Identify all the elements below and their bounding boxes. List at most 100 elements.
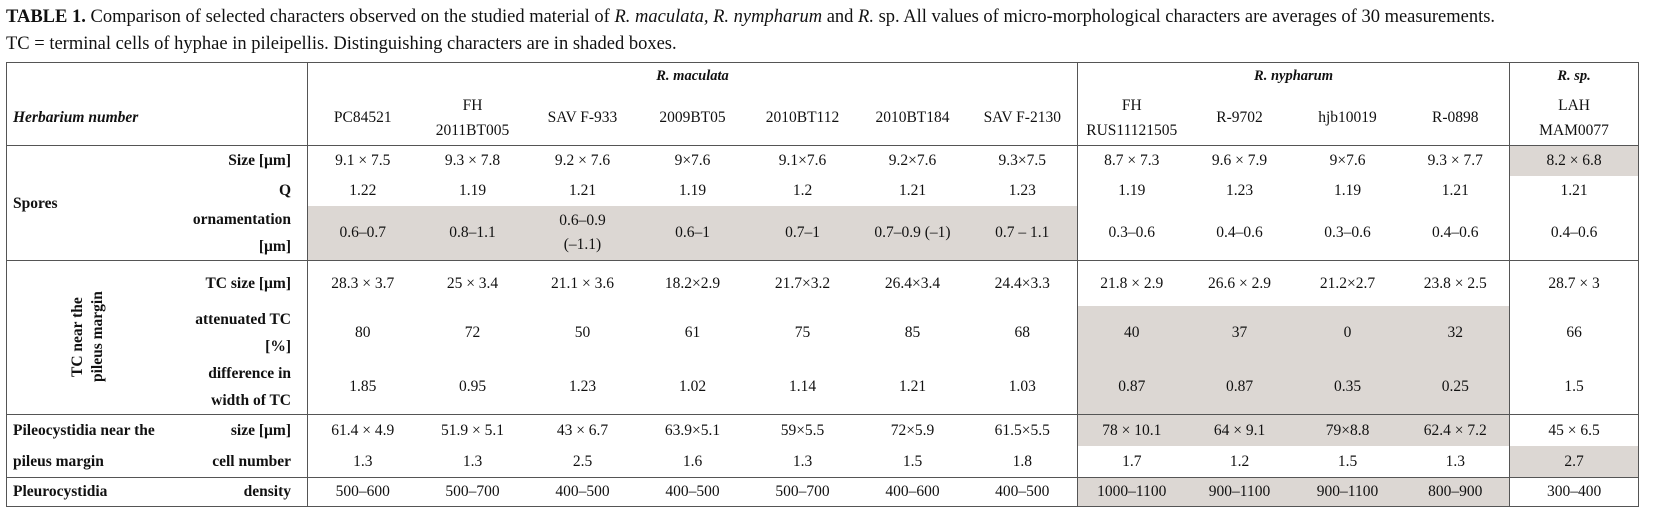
- cell-value: 78 × 10.1: [1077, 413, 1186, 446]
- cell-value: 0.4–0.6: [1216, 224, 1263, 242]
- cell-value: 1.14: [788, 378, 817, 395]
- cell-value: 9.2 × 7.6: [527, 145, 638, 176]
- section-label: Spores: [6, 145, 167, 261]
- herbarium-number: R-0898: [1402, 91, 1510, 146]
- cell-value: 0.6–1: [637, 205, 748, 261]
- herbarium-number: hjb10019: [1294, 91, 1402, 146]
- table-row: attenuated TC [%] 80 72 50 61 75 85 68 40 37 0 32 66: [7, 305, 1639, 360]
- cell-value: 23.8 × 2.5: [1401, 260, 1510, 306]
- cell-value: 1.5: [902, 452, 923, 470]
- cell-value: 0.8–1.1: [417, 205, 528, 261]
- cell-line: FH: [462, 96, 483, 114]
- cell-value: 9.6 × 7.9: [1185, 145, 1294, 176]
- cell-value: 900–1100: [1293, 476, 1402, 506]
- vertical-wrap: TC near the pileus margin: [13, 282, 167, 392]
- cell-value: 800–900: [1401, 476, 1510, 506]
- cell-line: 0.6–0.9: [559, 211, 606, 229]
- herbarium-number: SAV F-933: [528, 91, 638, 146]
- data-table: R. maculata R. nypharum R. sp. Herbarium…: [6, 62, 1640, 507]
- table-body: R. maculata R. nypharum R. sp. Herbarium…: [6, 62, 1639, 506]
- cell-value: 63.9×5.1: [637, 413, 748, 446]
- cell-value: 0.4–0.6: [1509, 205, 1639, 261]
- cell-value: 66: [1509, 305, 1639, 360]
- cell-line: R-9702: [1216, 109, 1263, 127]
- caption-label: TABLE 1.: [6, 7, 86, 27]
- cell-value: 1.23: [1008, 182, 1036, 199]
- section-label: Pleurocystidia: [6, 476, 167, 506]
- group-header-row: R. maculata R. nypharum R. sp.: [7, 62, 1639, 91]
- cell-value: 1.6: [682, 452, 703, 470]
- cell-value: 8.7 × 7.3: [1077, 145, 1186, 176]
- herbarium-number: FH RUS11121505: [1077, 90, 1186, 146]
- section-label-text: TC near the pileus margin: [68, 291, 106, 383]
- cell-value: 9×7.6: [637, 145, 748, 176]
- table-row: difference in width of TC 1.85 0.95 1.23 1.0…: [7, 359, 1639, 414]
- cell-value: 1.19: [678, 182, 707, 199]
- cell-value: 1.7: [1077, 446, 1186, 477]
- cell-value: 43 × 6.7: [527, 413, 638, 446]
- cell-value: 85: [904, 324, 921, 341]
- cell-value: 21.2×2.7: [1293, 260, 1402, 306]
- cell-value: 300–400: [1509, 476, 1639, 506]
- herbarium-number: PC84521: [307, 90, 418, 146]
- caption-text: TC = terminal cells of hyphae in pileipe…: [6, 34, 677, 54]
- herbarium-number: 2009BT05: [638, 91, 748, 146]
- section-label: pileus margin: [13, 452, 104, 470]
- cell-value: 2.5: [572, 452, 593, 470]
- cell-value: 0.87: [1077, 359, 1186, 414]
- table-row: Spores Size [µm] 9.1 × 7.5 9.3 × 7.8 9.2 × 7…: [6, 145, 1639, 261]
- cell-value: 21.1 × 3.6: [527, 260, 638, 306]
- cell-value: 1.19: [458, 182, 487, 199]
- empty-cell: [7, 63, 308, 91]
- cell-value: 1.2: [792, 182, 813, 199]
- cell-value: 400–500: [637, 476, 748, 506]
- cell-value: 500–700: [747, 476, 858, 506]
- cell-line: 2009BT05: [659, 109, 726, 127]
- caption-text: R.: [858, 7, 874, 27]
- cell-value: 1.02: [678, 378, 707, 395]
- cell-value: 32: [1401, 305, 1510, 360]
- group-name: R. nypharum: [1077, 62, 1510, 91]
- cell-value: 1.21: [568, 182, 597, 199]
- caption-text: R. maculata, R. nympharum: [614, 7, 823, 27]
- cell-value: 9.1 × 7.5: [307, 145, 418, 176]
- cell-value: 50: [574, 324, 591, 341]
- cell-value: 40: [1077, 305, 1186, 360]
- cell-value: 59×5.5: [747, 413, 858, 446]
- cell-value: 28.7 × 3: [1509, 260, 1639, 306]
- group-name: R. sp.: [1509, 62, 1639, 91]
- cell-value: 0.87: [1185, 359, 1294, 414]
- row-label: size [µm]: [166, 413, 308, 446]
- cell-value: 24.4×3.3: [967, 260, 1078, 306]
- cell-value: 28.3 × 3.7: [307, 260, 418, 306]
- cell-value: 9×7.6: [1293, 145, 1402, 176]
- cell-value: 900–1100: [1185, 476, 1294, 506]
- table-row: Pileocystidia near the size [µm] 61.4 × 4.…: [6, 413, 1639, 446]
- cell-line: (–1.1): [563, 235, 602, 253]
- cell-value: 400–600: [857, 476, 968, 506]
- cell-value: 1.85: [307, 359, 418, 414]
- cell-value: 1.5: [1509, 359, 1639, 414]
- cell-value: 61.5×5.5: [967, 413, 1078, 446]
- cell-value: 9.1×7.6: [747, 145, 858, 176]
- group-name: R. maculata: [306, 62, 1078, 91]
- cell-line: R-0898: [1432, 109, 1479, 127]
- cell-line: RUS11121505: [1086, 121, 1178, 139]
- row-label: Q: [278, 182, 291, 199]
- cell-value: 1.23: [1225, 182, 1254, 199]
- cell-value: 0.35: [1293, 359, 1402, 414]
- cell-value: 9.2×7.6: [857, 145, 968, 176]
- herbarium-number: R-9702: [1186, 91, 1294, 146]
- row-label: density: [166, 476, 308, 506]
- cell-line: MAM0077: [1539, 121, 1609, 139]
- row-label: Size [µm]: [166, 145, 308, 176]
- cell-value: 21.8 × 2.9: [1077, 260, 1186, 306]
- cell-value: 25 × 3.4: [417, 260, 528, 306]
- cell-value: 18.2×2.9: [637, 260, 748, 306]
- caption-text: sp. All values of micro-morphological ch…: [873, 7, 1496, 27]
- cell-value: 0.3–0.6: [1077, 205, 1186, 261]
- caption-text: Comparison of selected characters observ…: [90, 7, 615, 27]
- cell-line: 2010BT184: [875, 109, 950, 127]
- cell-value: 68: [1014, 324, 1031, 341]
- table-row: pileus margin cell number 1.3 1.3 2.5 1.6 1.3 1…: [7, 446, 1639, 477]
